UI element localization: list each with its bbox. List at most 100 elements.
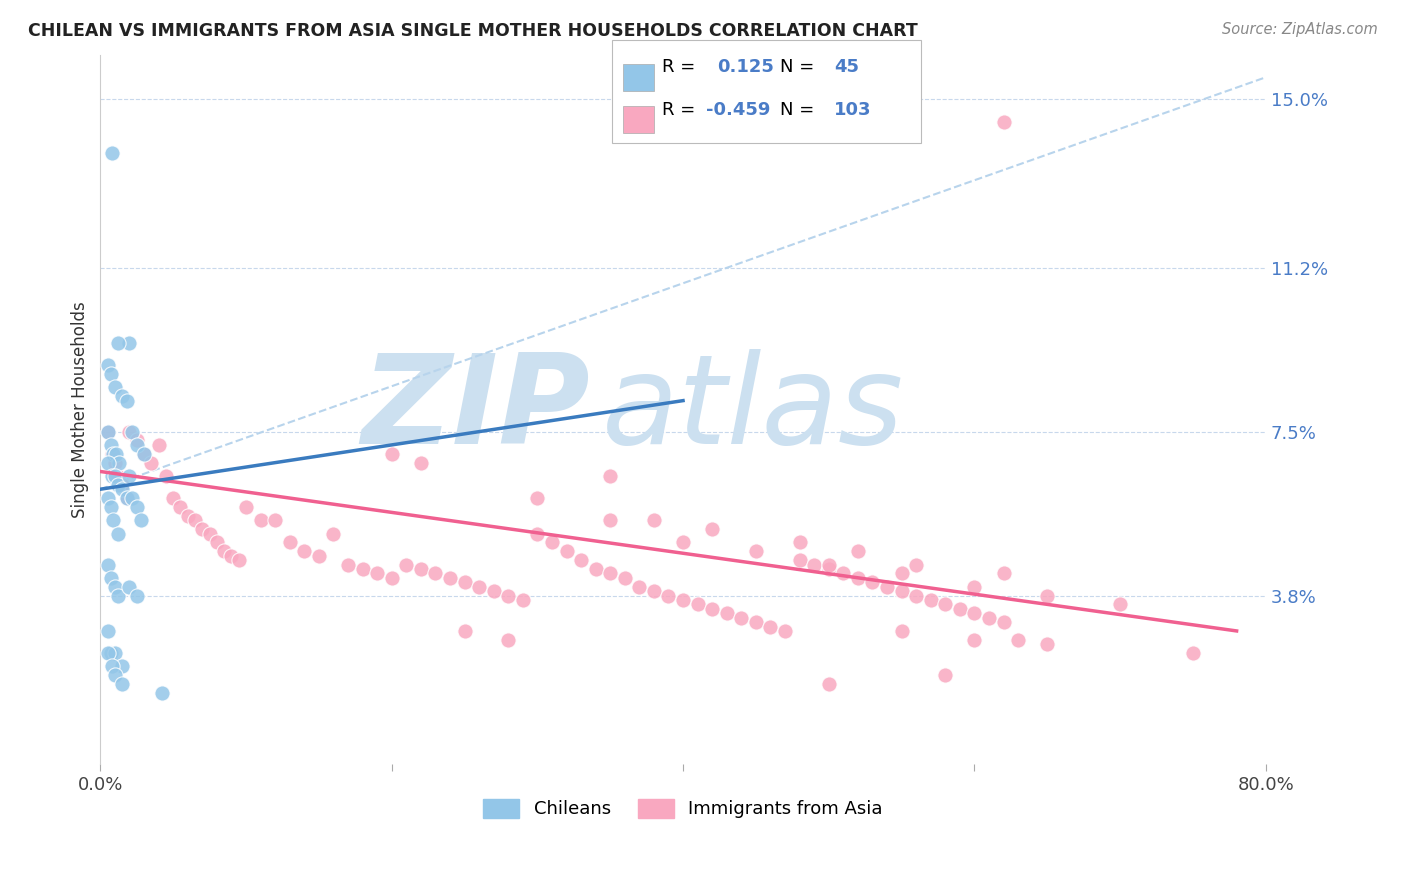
Point	[773, 624, 796, 638]
Point	[409, 562, 432, 576]
Text: 0.125: 0.125	[717, 58, 773, 76]
Point	[228, 553, 250, 567]
Point	[115, 491, 138, 505]
Point	[745, 615, 768, 629]
Point	[569, 553, 592, 567]
Point	[862, 575, 884, 590]
Point	[977, 610, 1000, 624]
Point	[104, 668, 127, 682]
Text: R =: R =	[662, 101, 696, 119]
Point	[482, 584, 505, 599]
Point	[104, 380, 127, 394]
Point	[963, 580, 986, 594]
Point	[905, 558, 928, 572]
Text: Source: ZipAtlas.com: Source: ZipAtlas.com	[1222, 22, 1378, 37]
Point	[308, 549, 330, 563]
Point	[672, 535, 695, 549]
Point	[111, 482, 134, 496]
Point	[177, 508, 200, 523]
Point	[526, 526, 548, 541]
Point	[118, 336, 141, 351]
Point	[1181, 646, 1204, 660]
Point	[121, 491, 143, 505]
Point	[817, 558, 839, 572]
Text: N =: N =	[780, 58, 814, 76]
Point	[934, 668, 956, 682]
Text: ZIP: ZIP	[361, 349, 589, 470]
Point	[108, 456, 131, 470]
Text: R =: R =	[662, 58, 696, 76]
Point	[103, 447, 125, 461]
Point	[599, 469, 621, 483]
Point	[702, 602, 724, 616]
Point	[512, 593, 534, 607]
Point	[949, 602, 972, 616]
Point	[129, 513, 152, 527]
Point	[100, 367, 122, 381]
Point	[97, 624, 120, 638]
Point	[599, 566, 621, 581]
Text: 103: 103	[834, 101, 872, 119]
Point	[100, 646, 122, 660]
Point	[264, 513, 287, 527]
Point	[832, 566, 855, 581]
Point	[1036, 589, 1059, 603]
Point	[599, 513, 621, 527]
Point	[118, 469, 141, 483]
Point	[716, 606, 738, 620]
Point	[803, 558, 825, 572]
Point	[125, 500, 148, 514]
Point	[111, 477, 134, 491]
Point	[1007, 632, 1029, 647]
Point	[468, 580, 491, 594]
Point	[643, 513, 665, 527]
Point	[993, 615, 1015, 629]
Point	[890, 624, 912, 638]
Point	[890, 566, 912, 581]
Point	[97, 358, 120, 372]
Text: -0.459: -0.459	[706, 101, 770, 119]
Point	[103, 513, 125, 527]
Point	[789, 553, 811, 567]
Point	[97, 456, 120, 470]
Point	[643, 584, 665, 599]
Point	[453, 624, 475, 638]
Point	[107, 526, 129, 541]
Point	[155, 469, 177, 483]
Point	[97, 491, 120, 505]
Point	[107, 469, 129, 483]
Point	[920, 593, 942, 607]
Point	[759, 619, 782, 633]
Point	[702, 522, 724, 536]
Point	[381, 447, 404, 461]
Point	[205, 535, 228, 549]
Point	[101, 145, 124, 160]
Point	[107, 589, 129, 603]
Text: N =: N =	[780, 101, 814, 119]
Point	[453, 575, 475, 590]
Text: 45: 45	[834, 58, 859, 76]
Point	[111, 659, 134, 673]
Point	[745, 544, 768, 558]
Point	[846, 571, 869, 585]
Point	[526, 491, 548, 505]
Point	[115, 491, 138, 505]
Point	[191, 522, 214, 536]
Point	[100, 438, 122, 452]
Point	[657, 589, 679, 603]
Point	[132, 447, 155, 461]
Point	[730, 610, 752, 624]
Point	[97, 558, 120, 572]
Point	[104, 456, 127, 470]
Point	[292, 544, 315, 558]
Point	[905, 589, 928, 603]
Point	[121, 425, 143, 439]
Point	[628, 580, 651, 594]
Point	[963, 606, 986, 620]
Point	[111, 389, 134, 403]
Point	[101, 469, 124, 483]
Text: CHILEAN VS IMMIGRANTS FROM ASIA SINGLE MOTHER HOUSEHOLDS CORRELATION CHART: CHILEAN VS IMMIGRANTS FROM ASIA SINGLE M…	[28, 22, 918, 40]
Point	[111, 677, 134, 691]
Point	[169, 500, 191, 514]
Point	[235, 500, 257, 514]
